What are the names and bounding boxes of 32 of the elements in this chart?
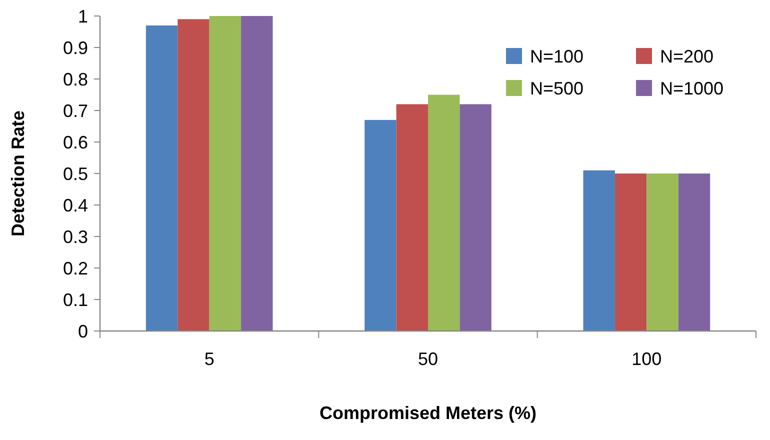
bar [428, 94, 460, 331]
y-tick-label: 0.8 [62, 69, 88, 90]
y-tick-label: 0.7 [62, 100, 88, 121]
bar [146, 25, 178, 331]
y-tick-label: 0.6 [62, 132, 88, 152]
bar [614, 174, 647, 331]
bar [364, 120, 396, 331]
legend-label: N=500 [530, 78, 584, 98]
bar [396, 104, 428, 331]
y-tick-label: 0.9 [62, 38, 88, 58]
legend-label: N=200 [660, 46, 714, 66]
y-tick-label: 0.5 [62, 164, 88, 184]
bar [178, 19, 210, 331]
legend-label: N=100 [530, 46, 584, 66]
x-tick-label: 5 [204, 349, 214, 369]
y-tick-label: 0.3 [62, 226, 88, 247]
legend-label: N=1000 [660, 78, 724, 98]
y-tick-label: 0.1 [62, 290, 88, 310]
x-tick-label: 100 [632, 349, 662, 369]
bar [646, 174, 678, 331]
bar [209, 16, 242, 331]
bar [678, 174, 710, 331]
x-tick-label: 50 [418, 349, 438, 369]
y-axis-title: Detection Rate [8, 110, 28, 237]
x-axis-title: Compromised Meters (%) [319, 403, 537, 423]
bar [460, 104, 492, 331]
y-tick-label: 1 [78, 6, 88, 26]
y-tick-label: 0 [78, 321, 88, 342]
bar [583, 170, 615, 331]
y-tick-label: 0.4 [62, 195, 88, 216]
y-tick-label: 0.2 [62, 258, 88, 278]
bar [241, 16, 273, 331]
